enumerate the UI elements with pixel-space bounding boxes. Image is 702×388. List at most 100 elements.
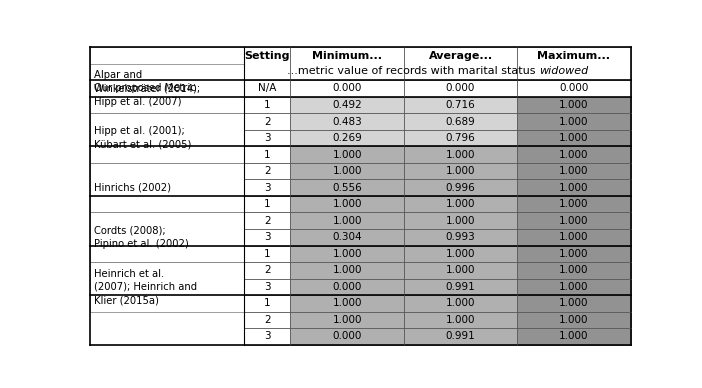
Bar bbox=[291, 179, 404, 196]
Text: 1.000: 1.000 bbox=[446, 315, 475, 325]
Text: Setting: Setting bbox=[245, 52, 290, 61]
Bar bbox=[244, 262, 291, 279]
Bar bbox=[404, 97, 517, 113]
Text: 0.991: 0.991 bbox=[446, 331, 475, 341]
Bar bbox=[291, 47, 404, 80]
Bar bbox=[404, 312, 517, 328]
Text: 1.000: 1.000 bbox=[446, 265, 475, 275]
Text: 1.000: 1.000 bbox=[559, 298, 589, 308]
Bar bbox=[291, 312, 404, 328]
Bar bbox=[517, 279, 630, 295]
Bar bbox=[404, 262, 517, 279]
Bar bbox=[244, 97, 291, 113]
Text: ...metric value of records with marital status: ...metric value of records with marital … bbox=[88, 340, 340, 350]
Text: 1: 1 bbox=[264, 249, 271, 259]
Text: 1: 1 bbox=[264, 150, 271, 159]
Bar bbox=[291, 80, 404, 97]
Bar bbox=[291, 213, 404, 229]
Bar bbox=[404, 130, 517, 146]
Text: 3: 3 bbox=[264, 133, 271, 143]
Text: 2: 2 bbox=[264, 216, 271, 226]
Text: 1.000: 1.000 bbox=[332, 265, 362, 275]
Bar bbox=[291, 163, 404, 179]
Text: 0.483: 0.483 bbox=[332, 116, 362, 126]
Text: 0.689: 0.689 bbox=[446, 116, 475, 126]
Text: Hinrichs (2002): Hinrichs (2002) bbox=[94, 183, 171, 193]
Text: 0.556: 0.556 bbox=[332, 183, 362, 193]
Text: 1.000: 1.000 bbox=[446, 298, 475, 308]
Bar bbox=[404, 229, 517, 246]
Bar bbox=[244, 163, 291, 179]
Text: 0.796: 0.796 bbox=[446, 133, 475, 143]
Text: 3: 3 bbox=[264, 282, 271, 292]
Text: widowed: widowed bbox=[539, 66, 588, 76]
Text: 1.000: 1.000 bbox=[446, 150, 475, 159]
Text: 1.000: 1.000 bbox=[446, 249, 475, 259]
Bar bbox=[404, 113, 517, 130]
Text: Maximum...: Maximum... bbox=[538, 52, 611, 61]
Text: Heinrich et al.
(2007); Heinrich and
Klier (2015a): Heinrich et al. (2007); Heinrich and Kli… bbox=[94, 268, 197, 305]
Bar bbox=[244, 312, 291, 328]
Bar bbox=[404, 279, 517, 295]
Text: 1.000: 1.000 bbox=[559, 216, 589, 226]
Bar bbox=[91, 213, 244, 262]
Text: 1.000: 1.000 bbox=[446, 216, 475, 226]
Text: 0.993: 0.993 bbox=[446, 232, 475, 242]
Bar bbox=[244, 279, 291, 295]
Bar bbox=[517, 213, 630, 229]
Bar bbox=[517, 179, 630, 196]
Text: 0.304: 0.304 bbox=[332, 232, 362, 242]
Bar bbox=[244, 196, 291, 213]
Bar bbox=[517, 246, 630, 262]
Bar bbox=[244, 179, 291, 196]
Bar bbox=[291, 246, 404, 262]
Text: 2: 2 bbox=[264, 265, 271, 275]
Bar bbox=[244, 213, 291, 229]
Text: 1.000: 1.000 bbox=[332, 298, 362, 308]
Text: 1.000: 1.000 bbox=[332, 315, 362, 325]
Text: 1.000: 1.000 bbox=[559, 100, 589, 110]
Text: Minimum...: Minimum... bbox=[312, 52, 382, 61]
Text: 0.716: 0.716 bbox=[446, 100, 475, 110]
Bar bbox=[404, 146, 517, 163]
Text: Alpar and
Winkelsträter (2014);
Hipp et al. (2007): Alpar and Winkelsträter (2014); Hipp et … bbox=[94, 70, 200, 107]
Bar bbox=[517, 146, 630, 163]
Bar bbox=[291, 97, 404, 113]
Bar bbox=[517, 113, 630, 130]
Bar bbox=[291, 146, 404, 163]
Bar bbox=[404, 80, 517, 97]
Bar bbox=[244, 229, 291, 246]
Bar bbox=[404, 328, 517, 345]
Text: 1.000: 1.000 bbox=[559, 282, 589, 292]
Text: 1.000: 1.000 bbox=[446, 166, 475, 176]
Bar bbox=[404, 295, 517, 312]
Bar bbox=[404, 47, 517, 80]
Bar bbox=[404, 213, 517, 229]
Bar bbox=[517, 97, 630, 113]
Text: 1.000: 1.000 bbox=[559, 232, 589, 242]
Bar bbox=[517, 80, 630, 97]
Bar bbox=[244, 47, 291, 80]
Text: 0.000: 0.000 bbox=[333, 282, 362, 292]
Bar bbox=[91, 80, 244, 97]
Text: Hipp et al. (2001);
Kübart et al. (2005): Hipp et al. (2001); Kübart et al. (2005) bbox=[94, 126, 191, 150]
Text: ...metric value of records with marital status: ...metric value of records with marital … bbox=[287, 66, 539, 76]
Bar bbox=[517, 312, 630, 328]
Bar bbox=[244, 328, 291, 345]
Text: 0.991: 0.991 bbox=[446, 282, 475, 292]
Bar bbox=[517, 130, 630, 146]
Text: 1.000: 1.000 bbox=[559, 166, 589, 176]
Text: 1.000: 1.000 bbox=[559, 133, 589, 143]
Text: 1.000: 1.000 bbox=[559, 150, 589, 159]
Text: 2: 2 bbox=[264, 315, 271, 325]
Text: 1.000: 1.000 bbox=[559, 315, 589, 325]
Bar bbox=[91, 113, 244, 163]
Text: 1.000: 1.000 bbox=[559, 116, 589, 126]
Text: 0.000: 0.000 bbox=[333, 331, 362, 341]
Bar bbox=[404, 246, 517, 262]
Bar bbox=[244, 113, 291, 130]
Text: Cordts (2008);
Pipino et al. (2002): Cordts (2008); Pipino et al. (2002) bbox=[94, 226, 188, 249]
Text: Average...: Average... bbox=[428, 52, 493, 61]
Text: Our proposed Metric: Our proposed Metric bbox=[94, 83, 195, 94]
Bar bbox=[517, 262, 630, 279]
